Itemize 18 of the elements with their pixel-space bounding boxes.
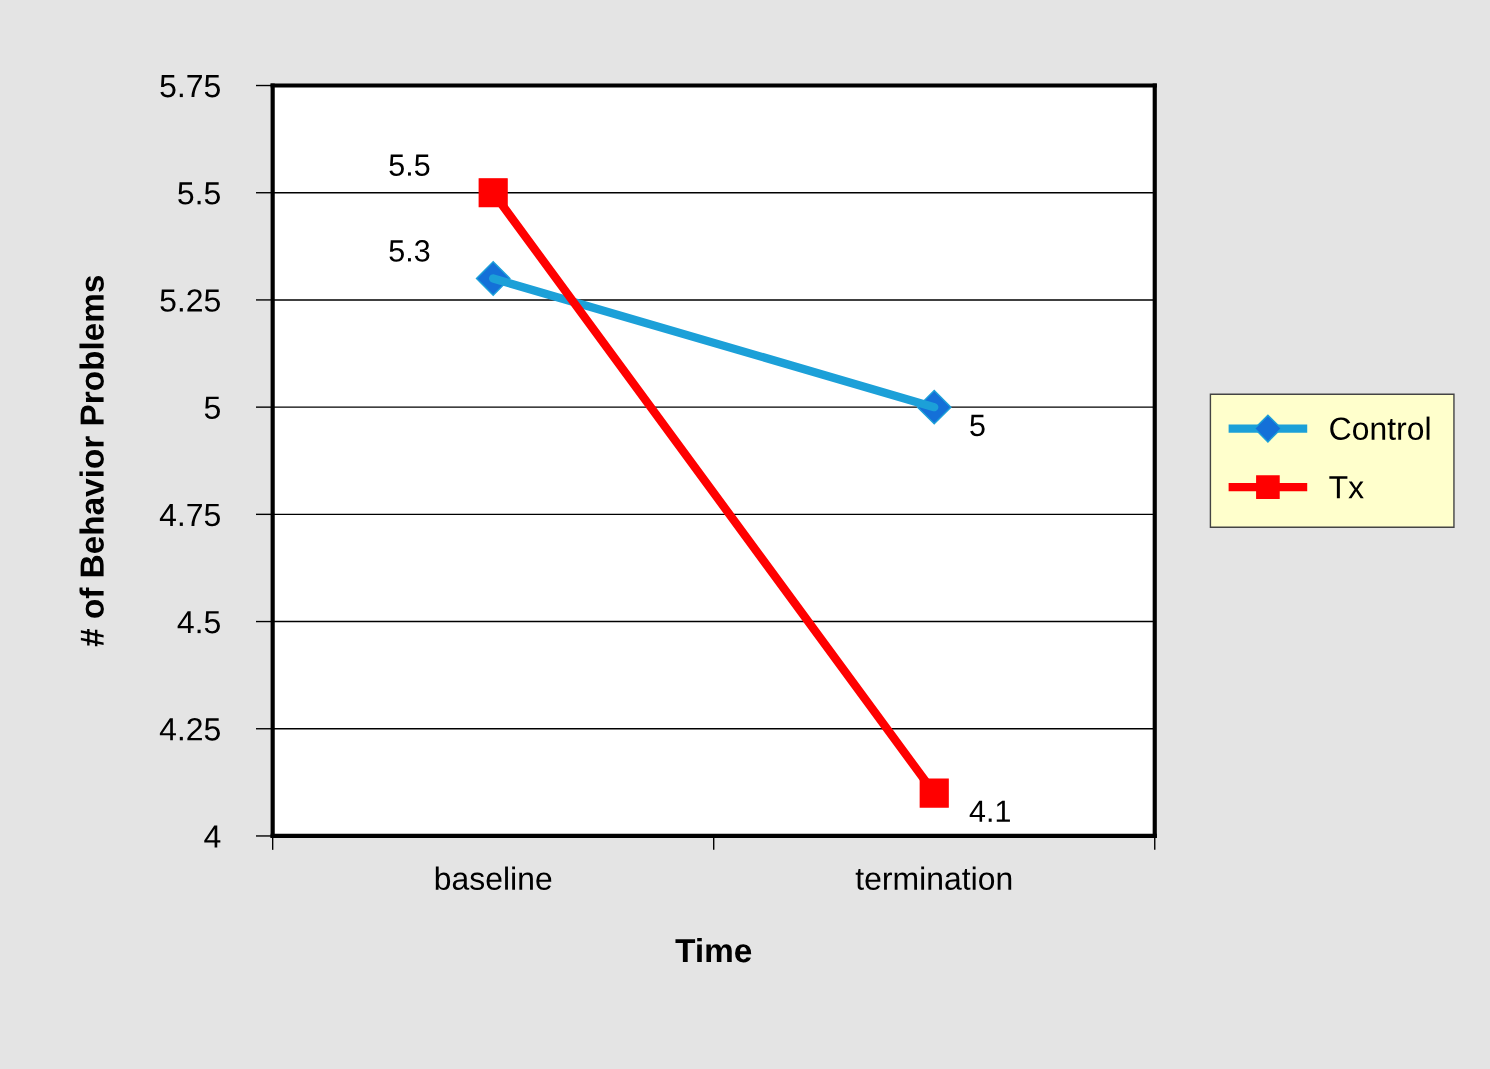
x-axis-title: Time — [675, 937, 752, 963]
y-tick-label: 5.75 — [160, 75, 220, 98]
y-tick-label: 4.75 — [159, 503, 220, 527]
y-tick-label: 5.5 — [178, 182, 220, 205]
x-tick-label: baseline — [435, 866, 552, 890]
data-label: 5.5 — [389, 154, 430, 176]
x-tick-label: termination — [855, 866, 1012, 890]
legend-label: Control — [1330, 416, 1430, 441]
y-tick-label: 4.5 — [177, 611, 220, 634]
data-label: 5.3 — [389, 240, 430, 262]
y-tick-label: 4 — [204, 825, 221, 848]
y-tick-label: 5.25 — [160, 289, 220, 312]
y-tick-label: 4.25 — [159, 718, 220, 741]
y-tick-label: 5 — [204, 396, 220, 420]
y-axis-title: # of Behavior Problems — [79, 275, 104, 647]
legend-label: Tx — [1329, 476, 1364, 499]
data-label: 5 — [970, 414, 985, 437]
data-label: 4.1 — [969, 800, 1010, 822]
